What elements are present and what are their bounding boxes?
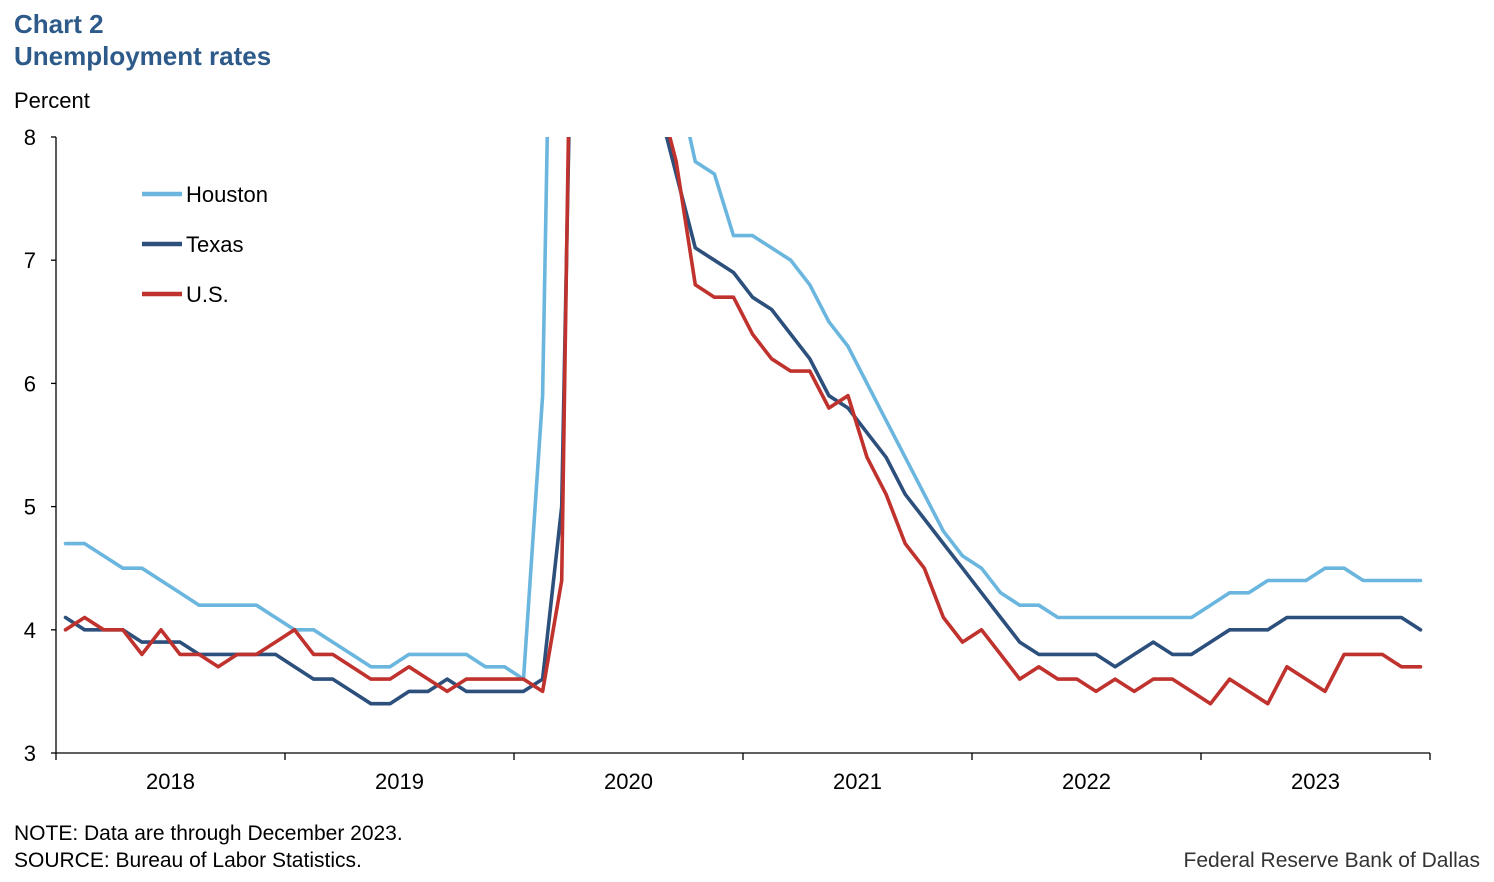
y-tick-label: 3 — [24, 741, 36, 766]
legend-label: U.S. — [186, 282, 229, 307]
series-lines — [63, 137, 1423, 706]
legend: Houston Texas U.S. — [142, 182, 268, 307]
series-line-us — [63, 137, 1423, 706]
legend-label: Houston — [186, 182, 268, 207]
credit-text: Federal Reserve Bank of Dallas — [1183, 849, 1480, 872]
x-tick-label: 2021 — [833, 769, 882, 794]
series-line-texas — [63, 137, 1423, 706]
y-tick-label: 6 — [24, 371, 36, 396]
y-tick-label: 8 — [24, 125, 36, 150]
x-tick-label: 2019 — [375, 769, 424, 794]
x-tick-label: 2020 — [604, 769, 653, 794]
axes: 3 4 5 6 7 8 2018 2019 2020 2021 2022 2023 — [24, 125, 1431, 794]
y-axis-label: Percent — [14, 88, 90, 113]
source-text: SOURCE: Bureau of Labor Statistics. — [14, 849, 362, 872]
chart-number: Chart 2 — [14, 9, 104, 39]
x-tick-label: 2018 — [146, 769, 195, 794]
chart-title: Unemployment rates — [14, 41, 272, 71]
x-tick-label: 2022 — [1062, 769, 1111, 794]
legend-label: Texas — [186, 232, 243, 257]
y-tick-label: 7 — [24, 248, 36, 273]
series-line-houston — [63, 137, 1423, 681]
x-tick-label: 2023 — [1291, 769, 1340, 794]
y-tick-label: 5 — [24, 495, 36, 520]
y-tick-label: 4 — [24, 618, 36, 643]
note-text: NOTE: Data are through December 2023. — [14, 822, 403, 845]
